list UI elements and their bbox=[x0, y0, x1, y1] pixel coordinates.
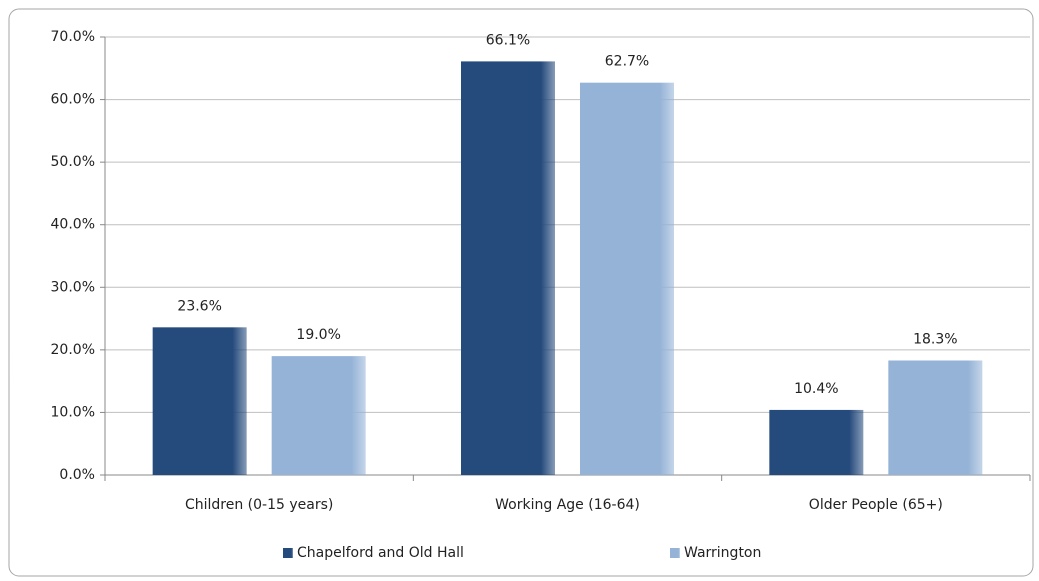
y-tick-label: 20.0% bbox=[51, 342, 95, 358]
legend-swatch bbox=[283, 548, 293, 558]
data-label: 19.0% bbox=[296, 327, 340, 343]
bar bbox=[580, 82, 674, 476]
bar bbox=[769, 409, 864, 475]
y-tick-label: 50.0% bbox=[51, 154, 95, 170]
x-tick-label: Working Age (16-64) bbox=[495, 497, 640, 513]
bar bbox=[461, 61, 555, 475]
data-label: 62.7% bbox=[605, 54, 649, 70]
y-tick-label: 10.0% bbox=[51, 404, 95, 420]
bar bbox=[152, 327, 247, 475]
x-tick-label: Children (0-15 years) bbox=[185, 497, 333, 513]
y-tick-label: 40.0% bbox=[51, 217, 95, 233]
data-label: 23.6% bbox=[177, 298, 221, 314]
x-tick-label: Older People (65+) bbox=[809, 497, 943, 513]
data-label: 66.1% bbox=[486, 32, 530, 48]
y-tick-label: 0.0% bbox=[59, 467, 95, 483]
legend-swatch bbox=[670, 548, 680, 558]
data-label: 18.3% bbox=[913, 331, 957, 347]
bar bbox=[271, 356, 366, 475]
data-label: 10.4% bbox=[794, 381, 838, 397]
legend-label: Warrington bbox=[684, 545, 761, 561]
y-tick-label: 60.0% bbox=[51, 92, 95, 108]
y-tick-label: 70.0% bbox=[51, 29, 95, 45]
y-tick-label: 30.0% bbox=[51, 279, 95, 295]
legend-label: Chapelford and Old Hall bbox=[297, 545, 464, 561]
bar bbox=[888, 360, 983, 475]
